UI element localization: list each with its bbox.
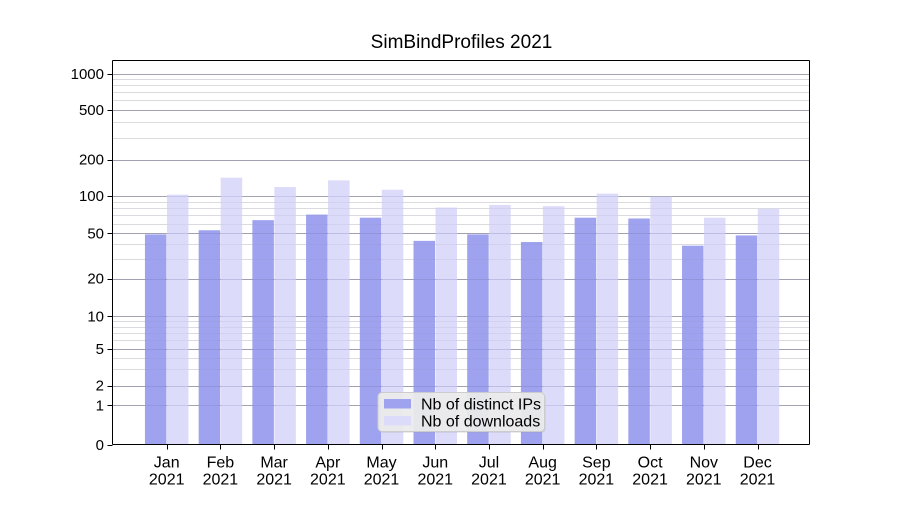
svg-text:2021: 2021 bbox=[149, 471, 185, 488]
svg-text:100: 100 bbox=[79, 188, 104, 205]
svg-text:2021: 2021 bbox=[632, 471, 668, 488]
svg-text:500: 500 bbox=[79, 102, 104, 119]
svg-text:0: 0 bbox=[96, 437, 104, 454]
svg-text:2021: 2021 bbox=[310, 471, 346, 488]
svg-text:Nov: Nov bbox=[690, 454, 718, 471]
svg-text:Jan: Jan bbox=[154, 454, 180, 471]
svg-text:2021: 2021 bbox=[686, 471, 722, 488]
svg-text:2021: 2021 bbox=[417, 471, 453, 488]
svg-text:50: 50 bbox=[87, 225, 104, 242]
svg-text:Dec: Dec bbox=[743, 454, 771, 471]
svg-text:Nb of downloads: Nb of downloads bbox=[421, 414, 540, 431]
svg-text:Mar: Mar bbox=[260, 454, 288, 471]
svg-text:1: 1 bbox=[96, 397, 104, 414]
svg-text:2021: 2021 bbox=[579, 471, 615, 488]
svg-text:1000: 1000 bbox=[71, 66, 104, 83]
svg-text:2021: 2021 bbox=[256, 471, 292, 488]
svg-text:2: 2 bbox=[96, 378, 104, 395]
svg-text:Apr: Apr bbox=[315, 454, 341, 471]
svg-text:2021: 2021 bbox=[203, 471, 239, 488]
svg-text:Jul: Jul bbox=[479, 454, 499, 471]
svg-text:10: 10 bbox=[87, 308, 104, 325]
svg-text:2021: 2021 bbox=[525, 471, 561, 488]
svg-text:20: 20 bbox=[87, 271, 104, 288]
svg-text:200: 200 bbox=[79, 152, 104, 169]
svg-text:Oct: Oct bbox=[638, 454, 663, 471]
svg-text:2021: 2021 bbox=[364, 471, 400, 488]
svg-text:2021: 2021 bbox=[471, 471, 507, 488]
svg-text:Sep: Sep bbox=[582, 454, 611, 471]
svg-text:Aug: Aug bbox=[528, 454, 556, 471]
svg-text:Jun: Jun bbox=[422, 454, 448, 471]
svg-text:2021: 2021 bbox=[740, 471, 776, 488]
svg-text:5: 5 bbox=[96, 341, 104, 358]
svg-text:Nb of distinct IPs: Nb of distinct IPs bbox=[421, 397, 541, 414]
svg-text:Feb: Feb bbox=[207, 454, 235, 471]
svg-text:SimBindProfiles 2021: SimBindProfiles 2021 bbox=[371, 32, 553, 53]
svg-text:May: May bbox=[366, 454, 396, 471]
